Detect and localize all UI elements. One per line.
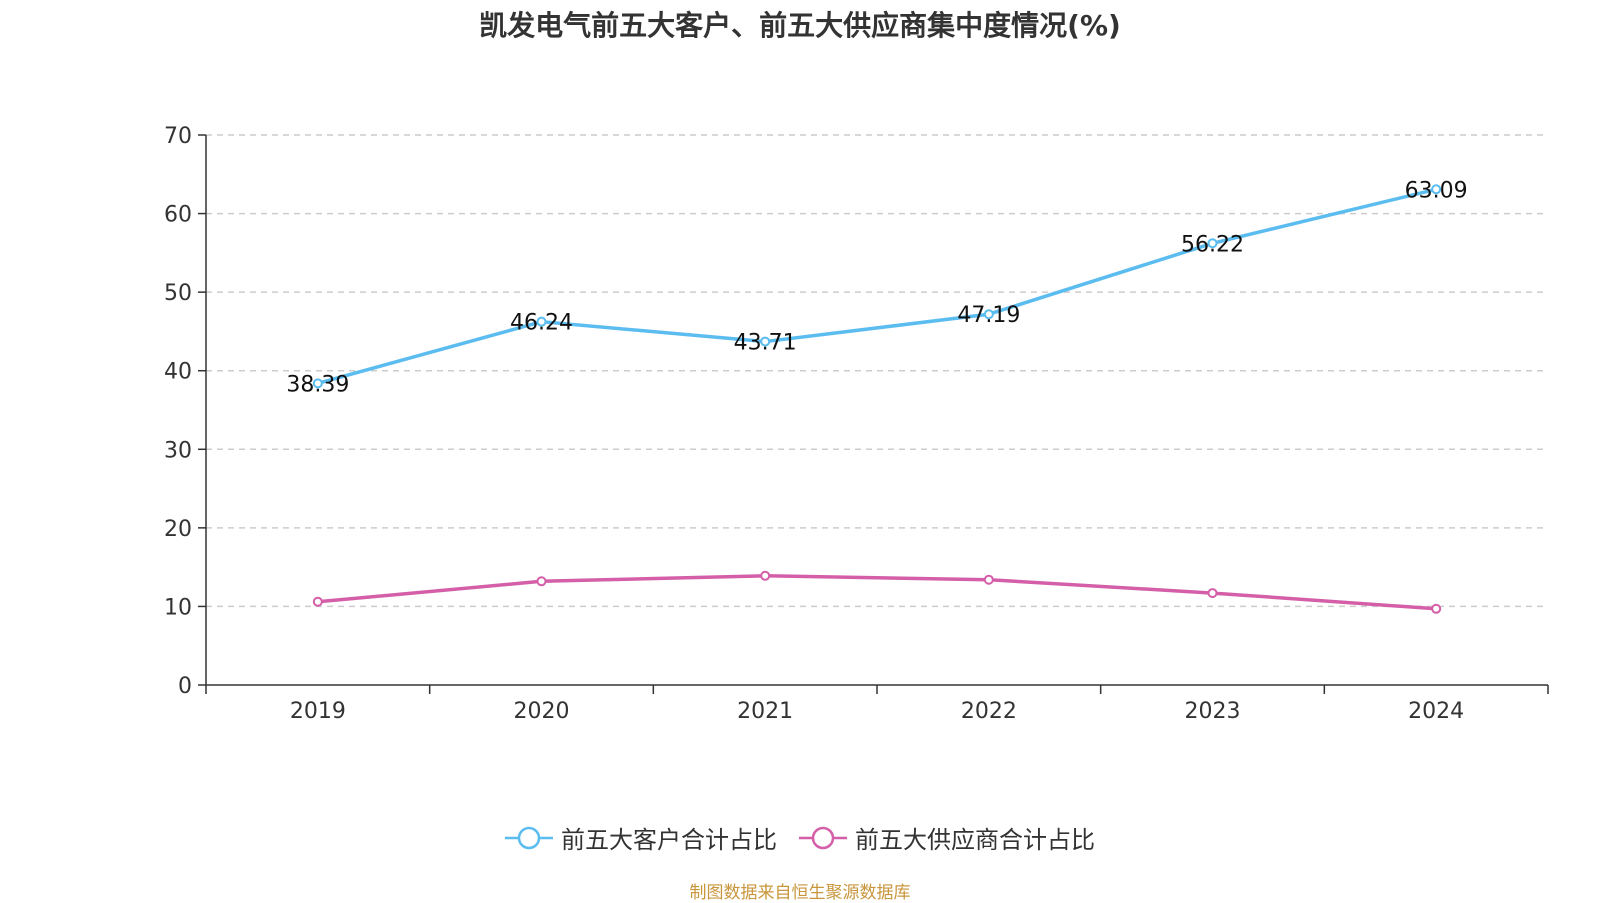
chart-title: 凯发电气前五大客户、前五大供应商集中度情况(%) bbox=[479, 9, 1121, 42]
data-point bbox=[536, 576, 547, 587]
legend-marker-circle bbox=[811, 826, 835, 849]
data-point bbox=[760, 336, 771, 347]
data-point bbox=[983, 574, 994, 585]
data-point bbox=[1431, 603, 1442, 614]
data-label: 43.71 bbox=[734, 331, 797, 356]
x-tick-label: 2020 bbox=[514, 699, 570, 724]
data-point bbox=[536, 316, 547, 327]
legend-item-1[interactable]: 前五大客户合计占比 bbox=[505, 820, 777, 855]
data-point bbox=[983, 309, 994, 320]
y-tick-label: 30 bbox=[164, 438, 192, 463]
y-tick-label: 40 bbox=[164, 360, 192, 385]
y-tick-label: 60 bbox=[164, 203, 192, 228]
y-tick-label: 20 bbox=[164, 517, 192, 542]
data-point bbox=[1207, 588, 1218, 599]
x-tick-label: 2021 bbox=[737, 699, 793, 724]
legend-label: 前五大供应商合计占比 bbox=[855, 826, 1095, 854]
legend-marker-icon bbox=[505, 826, 553, 849]
y-tick-label: 70 bbox=[164, 124, 192, 149]
legend-item-2[interactable]: 前五大供应商合计占比 bbox=[799, 820, 1095, 855]
x-tick-label: 2019 bbox=[290, 699, 346, 724]
data-label: 56.22 bbox=[1181, 232, 1244, 257]
legend-label: 前五大客户合计占比 bbox=[561, 826, 777, 854]
data-label: 38.39 bbox=[286, 372, 349, 397]
y-tick-label: 50 bbox=[164, 281, 192, 306]
source-note: 制图数据来自恒生聚源数据库 bbox=[689, 883, 911, 903]
data-point bbox=[312, 596, 323, 607]
axes: 0 10 20 30 40 50 60 70 2019 2020 2021 2022 2023 2024 bbox=[164, 124, 1549, 724]
x-tick-label: 2024 bbox=[1408, 699, 1464, 724]
data-label: 46.24 bbox=[510, 311, 573, 336]
legend: 前五大客户合计占比 前五大供应商合计占比 bbox=[0, 820, 1600, 855]
legend-marker-circle bbox=[517, 826, 541, 849]
series bbox=[312, 184, 1442, 614]
x-tick-label: 2022 bbox=[961, 699, 1017, 724]
data-point bbox=[1431, 184, 1442, 195]
gridlines bbox=[206, 134, 1548, 608]
y-tick-label: 0 bbox=[178, 674, 192, 699]
series-line-2 bbox=[317, 574, 1437, 611]
data-point bbox=[312, 378, 323, 389]
y-tick-label: 10 bbox=[164, 595, 192, 620]
legend-marker-icon bbox=[799, 826, 847, 849]
data-point bbox=[1207, 238, 1218, 249]
data-point bbox=[760, 570, 771, 581]
data-label: 47.19 bbox=[957, 303, 1020, 328]
x-tick-label: 2023 bbox=[1185, 699, 1241, 724]
data-label: 63.09 bbox=[1405, 178, 1468, 203]
data-labels: 38.39 46.24 43.71 47.19 56.22 63.09 bbox=[286, 178, 1467, 397]
series-line-1 bbox=[317, 187, 1437, 386]
